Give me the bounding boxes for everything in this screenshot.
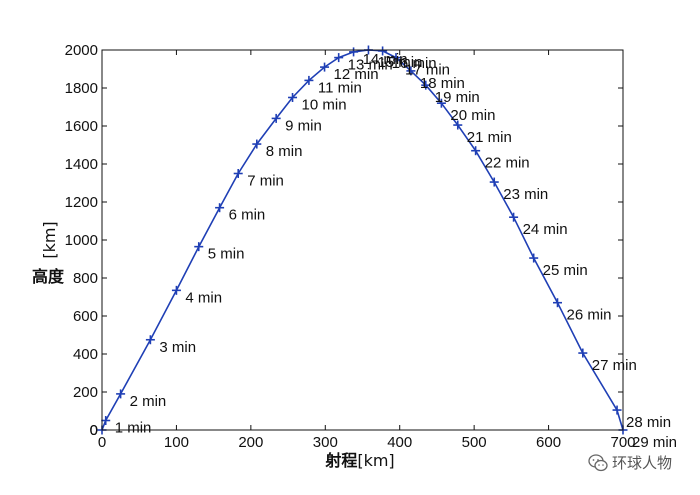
x-tick-label: 700 [610, 434, 635, 451]
point-label: 27 min [592, 357, 637, 374]
point-label: 5 min [208, 246, 245, 263]
plot-frame [101, 49, 624, 431]
point-marker [252, 139, 262, 149]
point-marker [271, 113, 281, 123]
watermark-text: 环球人物 [612, 454, 673, 472]
x-axis-ticks: 0 100 200 300 400 500 600 700 [98, 50, 636, 451]
x-axis-title: 射程[km] [324, 451, 394, 470]
y-tick-label: 1400 [65, 156, 98, 173]
point-label: 2 min [130, 393, 167, 410]
y-axis-title-bold: 高度 [32, 267, 65, 286]
y-tick-label: 0 [90, 422, 98, 439]
point-marker [578, 348, 588, 358]
minute-markers [97, 45, 628, 435]
point-marker [171, 285, 181, 295]
point-label: 21 min [467, 129, 512, 146]
point-marker [509, 212, 519, 222]
point-label: 19 min [435, 89, 480, 106]
point-label: 11 min [318, 79, 362, 96]
point-label: 7 min [247, 173, 284, 190]
point-label: 4 min [185, 289, 222, 306]
x-tick-label: 500 [462, 434, 487, 451]
point-label: 24 min [523, 221, 568, 238]
y-tick-label: 1200 [65, 194, 98, 211]
y-tick-label: 800 [73, 270, 98, 287]
point-marker [406, 66, 416, 76]
watermark: 环球人物 [588, 452, 672, 473]
y-tick-label: 1800 [65, 80, 98, 97]
point-marker [334, 53, 344, 63]
y-axis-ticks: 0 200 400 600 800 1000 1200 1400 1600 1800 2000 [65, 42, 623, 439]
point-marker [349, 47, 359, 57]
point-label: 25 min [543, 262, 588, 279]
point-marker [612, 405, 622, 415]
point-marker [320, 62, 330, 72]
point-label: 14 min [363, 51, 408, 68]
point-label: 3 min [159, 339, 196, 356]
point-marker [101, 416, 111, 425]
point-label: 1 min [115, 420, 152, 437]
y-tick-label: 400 [73, 346, 98, 363]
point-label: 29 min [632, 434, 677, 451]
y-tick-label: 2000 [65, 42, 98, 59]
point-marker [145, 335, 155, 345]
point-label: 17 min [405, 62, 450, 79]
point-label: 12 min [334, 66, 379, 83]
point-marker [288, 93, 298, 102]
wechat-icon [588, 453, 608, 471]
point-marker [489, 177, 499, 187]
point-label: 18 min [420, 75, 465, 92]
point-marker [436, 98, 446, 108]
point-label: 22 min [485, 155, 530, 172]
point-marker [304, 75, 314, 85]
y-tick-label: 1000 [65, 232, 98, 249]
point-label: 8 min [266, 143, 303, 160]
point-label: 10 min [302, 97, 347, 114]
x-tick-label: 400 [387, 434, 412, 451]
y-tick-label: 200 [73, 384, 98, 401]
point-marker [233, 169, 243, 178]
point-marker [378, 46, 388, 56]
minute-labels: 0 1 min 2 min 3 min 4 min 5 min 6 min 7 min 8 mi… [90, 51, 677, 451]
point-marker [391, 53, 401, 63]
point-label: 0 [90, 422, 98, 439]
point-label: 15 min [377, 54, 422, 71]
point-marker [553, 298, 563, 308]
trajectory-line [101, 49, 624, 431]
point-marker [421, 80, 431, 90]
point-marker [194, 242, 204, 252]
x-tick-label: 200 [238, 434, 263, 451]
point-label: 28 min [626, 414, 671, 431]
x-tick-label: 0 [98, 434, 106, 451]
point-marker [215, 203, 225, 213]
point-marker [471, 146, 481, 156]
point-label: 20 min [450, 107, 495, 124]
point-label: 6 min [229, 207, 266, 224]
point-marker [116, 389, 126, 399]
x-tick-label: 600 [536, 434, 561, 451]
point-marker [529, 253, 539, 263]
point-label: 23 min [503, 186, 548, 203]
point-label: 16 min [392, 55, 437, 72]
point-marker [453, 120, 463, 130]
point-label: 13 min [348, 57, 393, 74]
y-tick-label: 1600 [65, 118, 98, 135]
point-label: 9 min [285, 117, 322, 134]
point-label: 26 min [567, 307, 612, 324]
y-axis-title: [km] [40, 221, 59, 258]
x-tick-label: 300 [313, 434, 338, 451]
y-tick-label: 600 [73, 308, 98, 325]
x-tick-label: 100 [164, 434, 189, 451]
